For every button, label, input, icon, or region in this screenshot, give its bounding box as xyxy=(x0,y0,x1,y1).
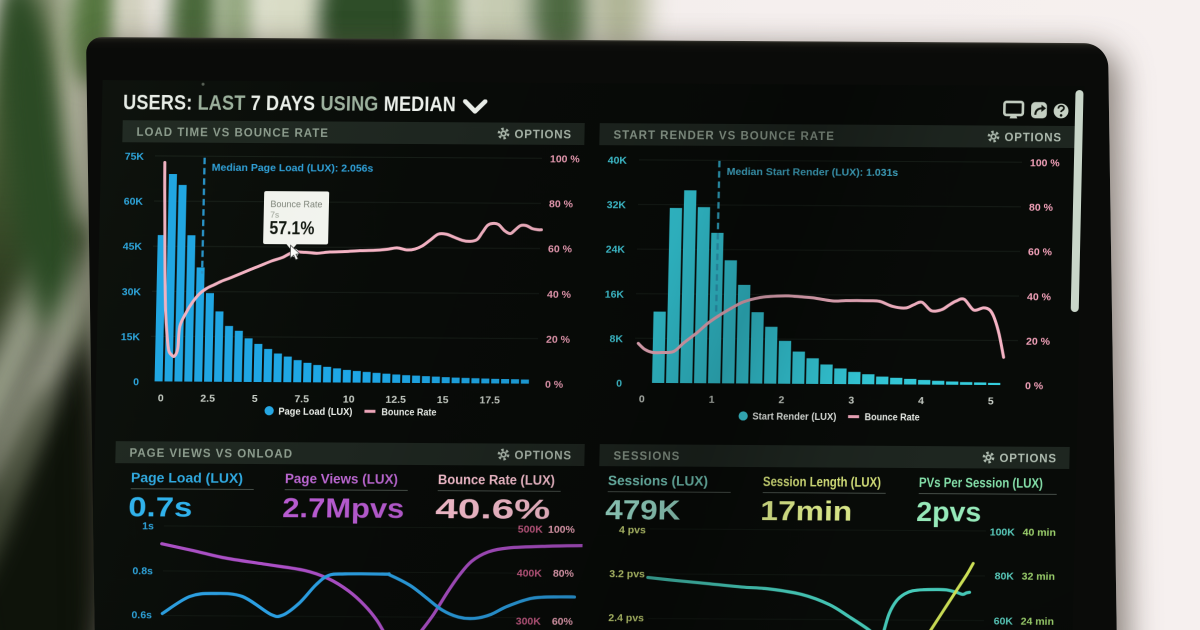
svg-text:15K: 15K xyxy=(121,331,141,343)
svg-text:0: 0 xyxy=(639,393,645,405)
svg-text:45K: 45K xyxy=(123,241,143,253)
svg-text:0: 0 xyxy=(158,392,164,404)
svg-text:32 min: 32 min xyxy=(1022,571,1056,583)
svg-text:17.5: 17.5 xyxy=(479,394,500,406)
svg-text:100%: 100% xyxy=(548,524,576,536)
svg-text:100 %: 100 % xyxy=(550,153,581,165)
svg-text:0 %: 0 % xyxy=(1025,380,1044,392)
svg-text:OPTIONS: OPTIONS xyxy=(514,450,572,462)
svg-text:32K: 32K xyxy=(607,199,627,211)
svg-text:0 %: 0 % xyxy=(545,379,564,391)
svg-text:80%: 80% xyxy=(553,568,575,580)
svg-text:16K: 16K xyxy=(605,288,625,300)
svg-text:START RENDER VS BOUNCE RATE: START RENDER VS BOUNCE RATE xyxy=(613,130,835,143)
svg-text:60 %: 60 % xyxy=(1028,246,1053,258)
svg-text:0.7s: 0.7s xyxy=(128,491,193,522)
svg-text:24K: 24K xyxy=(606,244,626,256)
svg-text:2pvs: 2pvs xyxy=(916,496,982,527)
svg-text:17min: 17min xyxy=(760,495,853,527)
svg-text:3.2 pvs: 3.2 pvs xyxy=(609,568,645,580)
svg-text:80 %: 80 % xyxy=(1029,202,1054,214)
svg-text:Start Render (LUX): Start Render (LUX) xyxy=(752,411,836,424)
svg-text:0.8s: 0.8s xyxy=(132,565,153,577)
svg-text:1s: 1s xyxy=(142,520,154,532)
svg-text:24 min: 24 min xyxy=(1021,616,1055,628)
svg-text:500K: 500K xyxy=(518,524,544,536)
svg-text:4 pvs: 4 pvs xyxy=(619,524,646,536)
svg-text:80 %: 80 % xyxy=(549,198,574,210)
svg-text:Bounce Rate (LUX): Bounce Rate (LUX) xyxy=(438,472,555,488)
svg-text:OPTIONS: OPTIONS xyxy=(1004,132,1062,144)
svg-text:5: 5 xyxy=(252,393,258,405)
svg-text:60 %: 60 % xyxy=(548,244,573,256)
svg-text:100 %: 100 % xyxy=(1030,157,1061,169)
svg-text:0.6s: 0.6s xyxy=(131,609,152,621)
svg-text:75K: 75K xyxy=(125,151,145,163)
svg-text:Page Load (LUX): Page Load (LUX) xyxy=(131,470,243,486)
svg-text:40 min: 40 min xyxy=(1022,527,1056,539)
svg-text:300K: 300K xyxy=(516,616,542,628)
svg-text:PAGE VIEWS VS ONLOAD: PAGE VIEWS VS ONLOAD xyxy=(129,448,293,461)
svg-text:5: 5 xyxy=(988,396,994,408)
svg-text:LOAD TIME VS BOUNCE RATE: LOAD TIME VS BOUNCE RATE xyxy=(136,127,329,140)
svg-text:12.5: 12.5 xyxy=(385,394,406,406)
svg-text:Median Start Render (LUX): 1.0: Median Start Render (LUX): 1.031s xyxy=(727,166,899,179)
svg-text:100K: 100K xyxy=(990,527,1016,539)
svg-text:Session Length (LUX): Session Length (LUX) xyxy=(763,474,881,490)
svg-text:57.1%: 57.1% xyxy=(269,218,314,238)
svg-text:SESSIONS: SESSIONS xyxy=(613,451,680,463)
svg-text:Page Views (LUX): Page Views (LUX) xyxy=(285,471,398,487)
svg-text:30K: 30K xyxy=(122,286,142,298)
svg-text:Bounce Rate: Bounce Rate xyxy=(865,411,920,423)
svg-text:OPTIONS: OPTIONS xyxy=(514,129,572,141)
svg-text:20 %: 20 % xyxy=(1026,336,1051,348)
svg-text:40 %: 40 % xyxy=(1027,291,1052,303)
svg-text:Bounce Rate: Bounce Rate xyxy=(270,199,322,210)
svg-text:2.4 pvs: 2.4 pvs xyxy=(608,612,644,624)
svg-text:7s: 7s xyxy=(270,210,279,220)
svg-text:3: 3 xyxy=(848,395,854,407)
svg-text:4: 4 xyxy=(918,395,924,407)
svg-text:1: 1 xyxy=(709,394,715,406)
svg-text:Median Page Load (LUX): 2.056s: Median Page Load (LUX): 2.056s xyxy=(212,162,374,175)
svg-text:60%: 60% xyxy=(552,616,574,628)
svg-text:Sessions (LUX): Sessions (LUX) xyxy=(608,473,708,489)
svg-text:60K: 60K xyxy=(994,616,1014,628)
svg-text:7.5: 7.5 xyxy=(294,393,309,405)
svg-text:2.7Mpvs: 2.7Mpvs xyxy=(282,492,405,524)
svg-text:2.5: 2.5 xyxy=(200,393,215,405)
svg-text:400K: 400K xyxy=(517,568,543,580)
svg-text:60K: 60K xyxy=(124,196,144,208)
svg-text:15: 15 xyxy=(437,394,449,406)
svg-text:479K: 479K xyxy=(605,494,681,525)
svg-text:OPTIONS: OPTIONS xyxy=(999,453,1057,465)
svg-text:80K: 80K xyxy=(995,571,1015,583)
svg-text:20 %: 20 % xyxy=(546,334,571,346)
svg-text:0: 0 xyxy=(133,376,139,388)
svg-text:40K: 40K xyxy=(608,155,628,167)
svg-text:40.6%: 40.6% xyxy=(435,493,551,525)
svg-text:40 %: 40 % xyxy=(547,289,572,301)
svg-text:8K: 8K xyxy=(609,333,623,345)
svg-text:PVs Per Session (LUX): PVs Per Session (LUX) xyxy=(919,475,1043,491)
svg-text:0: 0 xyxy=(616,378,622,390)
svg-text:Page Load (LUX): Page Load (LUX) xyxy=(278,406,352,418)
svg-text:2: 2 xyxy=(778,394,784,406)
svg-text:Bounce Rate: Bounce Rate xyxy=(381,406,436,418)
svg-text:10: 10 xyxy=(343,394,355,406)
